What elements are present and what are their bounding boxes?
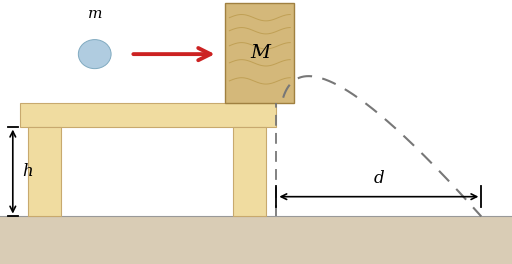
Bar	[0, 216, 512, 264]
Ellipse shape	[78, 40, 111, 69]
Bar	[225, 3, 294, 103]
Bar	[28, 127, 61, 216]
Bar	[20, 103, 276, 127]
Text: h: h	[22, 163, 32, 180]
Text: m: m	[88, 7, 102, 21]
Text: d: d	[374, 170, 384, 187]
Text: M: M	[250, 44, 270, 62]
Bar	[233, 127, 266, 216]
